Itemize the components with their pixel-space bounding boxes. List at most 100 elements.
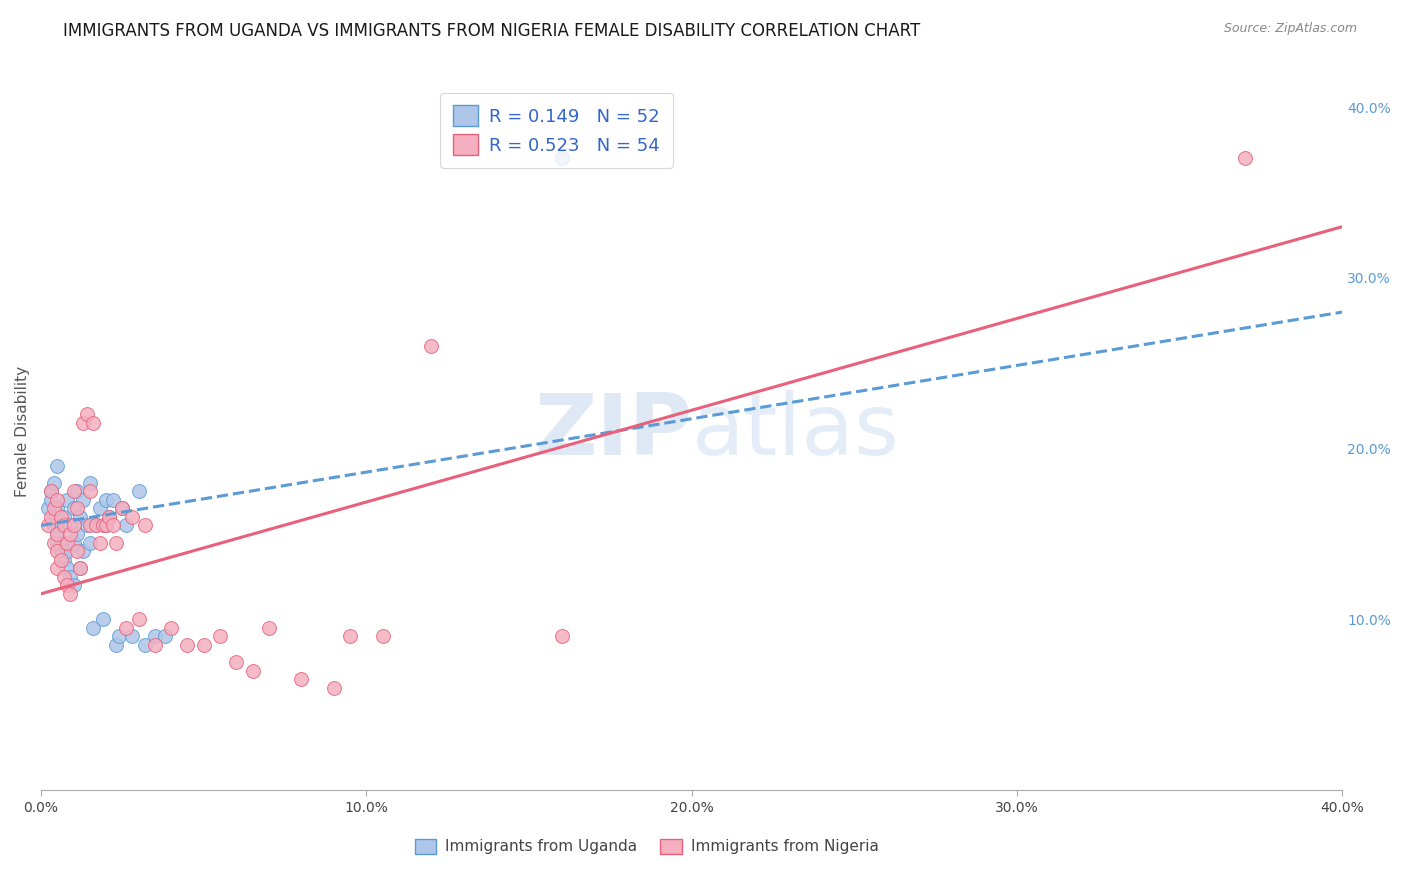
Point xyxy=(62,484,84,499)
Point xyxy=(371,630,394,644)
Point xyxy=(550,152,572,166)
Point xyxy=(56,578,79,592)
Point xyxy=(56,544,79,558)
Point xyxy=(76,518,98,533)
Point xyxy=(66,484,89,499)
Point xyxy=(39,484,62,499)
Text: IMMIGRANTS FROM UGANDA VS IMMIGRANTS FROM NIGERIA FEMALE DISABILITY CORRELATION : IMMIGRANTS FROM UGANDA VS IMMIGRANTS FRO… xyxy=(63,22,921,40)
Point xyxy=(69,561,91,575)
Point xyxy=(59,527,82,541)
Point xyxy=(322,681,344,695)
Point xyxy=(89,535,111,549)
Point xyxy=(134,518,156,533)
Point xyxy=(89,501,111,516)
Y-axis label: Female Disability: Female Disability xyxy=(15,366,30,497)
Point xyxy=(69,561,91,575)
Point xyxy=(42,518,65,533)
Point xyxy=(46,535,69,549)
Point xyxy=(49,544,72,558)
Point xyxy=(39,492,62,507)
Point xyxy=(96,518,118,533)
Point xyxy=(79,484,101,499)
Point xyxy=(91,612,114,626)
Point xyxy=(98,510,121,524)
Point xyxy=(52,510,75,524)
Point xyxy=(52,518,75,533)
Point xyxy=(225,655,247,669)
Text: Source: ZipAtlas.com: Source: ZipAtlas.com xyxy=(1223,22,1357,36)
Point xyxy=(1233,152,1256,166)
Point xyxy=(52,535,75,549)
Point xyxy=(42,535,65,549)
Point xyxy=(114,518,136,533)
Point xyxy=(104,535,127,549)
Point xyxy=(59,587,82,601)
Point xyxy=(46,492,69,507)
Point xyxy=(49,552,72,566)
Point xyxy=(42,501,65,516)
Point xyxy=(42,475,65,490)
Legend: R = 0.149   N = 52, R = 0.523   N = 54: R = 0.149 N = 52, R = 0.523 N = 54 xyxy=(440,93,672,168)
Point xyxy=(134,638,156,652)
Point xyxy=(72,544,94,558)
Point xyxy=(69,510,91,524)
Point xyxy=(76,408,98,422)
Point xyxy=(86,518,108,533)
Point xyxy=(72,416,94,430)
Point xyxy=(121,510,143,524)
Point xyxy=(176,638,198,652)
Point xyxy=(101,492,124,507)
Point xyxy=(79,535,101,549)
Point xyxy=(104,638,127,652)
Point xyxy=(46,518,69,533)
Point xyxy=(101,518,124,533)
Point xyxy=(82,621,104,635)
Point xyxy=(66,544,89,558)
Point xyxy=(550,630,572,644)
Point xyxy=(56,535,79,549)
Point xyxy=(59,570,82,584)
Point xyxy=(62,578,84,592)
Point xyxy=(56,561,79,575)
Point xyxy=(242,664,264,678)
Point xyxy=(52,570,75,584)
Point xyxy=(86,518,108,533)
Text: atlas: atlas xyxy=(692,390,900,473)
Point xyxy=(420,339,443,353)
Point xyxy=(79,475,101,490)
Point xyxy=(49,535,72,549)
Point xyxy=(193,638,215,652)
Point xyxy=(62,535,84,549)
Point xyxy=(46,501,69,516)
Point xyxy=(98,510,121,524)
Point xyxy=(52,552,75,566)
Point xyxy=(56,492,79,507)
Point xyxy=(128,612,150,626)
Point xyxy=(46,544,69,558)
Point xyxy=(59,518,82,533)
Point xyxy=(79,518,101,533)
Legend: Immigrants from Uganda, Immigrants from Nigeria: Immigrants from Uganda, Immigrants from … xyxy=(408,831,886,862)
Point xyxy=(160,621,183,635)
Text: ZIP: ZIP xyxy=(534,390,692,473)
Point xyxy=(121,630,143,644)
Point xyxy=(96,492,118,507)
Point xyxy=(62,518,84,533)
Point xyxy=(91,518,114,533)
Point xyxy=(257,621,280,635)
Point xyxy=(66,527,89,541)
Point xyxy=(128,484,150,499)
Point xyxy=(49,510,72,524)
Point xyxy=(46,527,69,541)
Point xyxy=(46,561,69,575)
Point xyxy=(39,510,62,524)
Point xyxy=(108,630,131,644)
Point xyxy=(62,501,84,516)
Point xyxy=(143,630,166,644)
Point xyxy=(339,630,361,644)
Point xyxy=(143,638,166,652)
Point xyxy=(111,501,134,516)
Point xyxy=(82,416,104,430)
Point xyxy=(42,510,65,524)
Point xyxy=(39,484,62,499)
